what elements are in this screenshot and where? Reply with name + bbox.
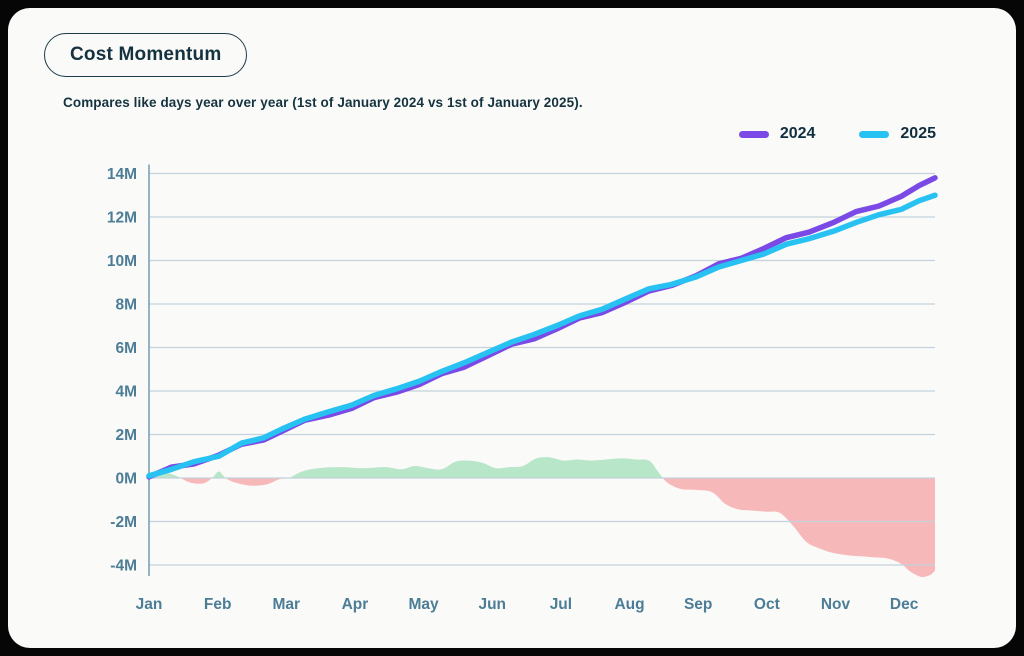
x-tick-label: Dec [890, 596, 919, 613]
diff-area-negative [149, 478, 935, 578]
cost-momentum-card: Cost Momentum Compares like days year ov… [8, 8, 1016, 648]
x-tick-label: Mar [273, 596, 301, 613]
x-tick-label: Apr [342, 596, 369, 613]
x-tick-label: Jul [550, 596, 572, 613]
chart-subtitle: Compares like days year over year (1st o… [63, 95, 583, 110]
y-tick-label: -4M [110, 558, 137, 575]
legend-item-2025[interactable]: 2025 [859, 125, 936, 143]
legend-swatch-2025 [859, 130, 890, 138]
y-tick-label: 12M [107, 210, 137, 227]
legend-label-2025: 2025 [900, 125, 936, 142]
y-tick-label: 6M [115, 340, 137, 357]
x-tick-label: Jan [136, 596, 163, 613]
x-tick-label: Sep [684, 596, 712, 613]
x-tick-label: Feb [204, 596, 232, 613]
diff-area-positive [149, 457, 935, 478]
x-tick-label: Oct [754, 596, 780, 613]
y-tick-label: -2M [110, 514, 137, 531]
y-tick-label: 2M [115, 427, 137, 444]
chart-legend: 2024 2025 [738, 125, 936, 143]
page-title: Cost Momentum [70, 44, 222, 65]
legend-label-2024: 2024 [779, 125, 816, 142]
x-tick-label: Aug [614, 596, 644, 613]
y-tick-label: 0M [115, 471, 137, 488]
y-tick-label: 14M [107, 166, 137, 183]
y-tick-label: 4M [115, 384, 137, 401]
y-tick-label: 10M [107, 253, 137, 270]
x-tick-label: Jun [478, 596, 506, 613]
series-2025-line [146, 192, 938, 479]
plot-area[interactable] [149, 160, 935, 580]
y-tick-label: 8M [115, 297, 137, 314]
card-title-pill: Cost Momentum [44, 33, 248, 77]
x-tick-label: Nov [821, 596, 851, 613]
x-tick-label: May [409, 596, 440, 613]
legend-swatch-2024 [738, 130, 769, 138]
legend-item-2024[interactable]: 2024 [738, 125, 816, 143]
